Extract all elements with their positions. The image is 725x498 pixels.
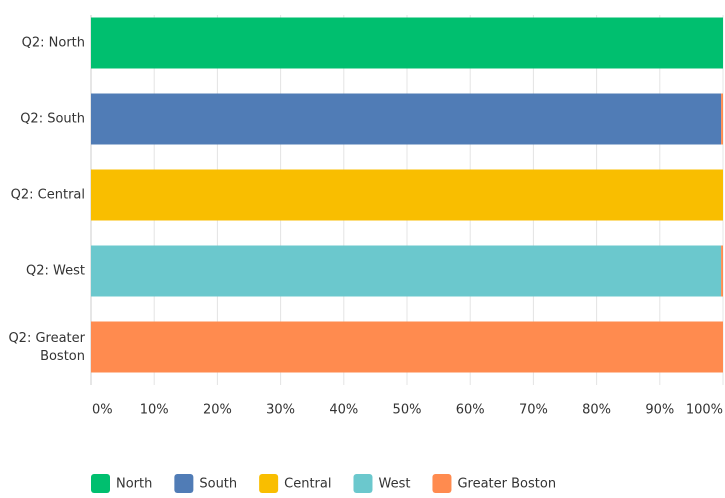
legend-label: Greater Boston [457, 477, 556, 492]
legend-swatch [259, 474, 279, 493]
x-tick-label: 90% [645, 403, 674, 418]
y-tick-label: Q2: South [20, 112, 85, 127]
x-tick-label: 50% [393, 403, 422, 418]
legend-label: Central [284, 477, 331, 492]
x-tick-label: 30% [266, 403, 295, 418]
y-tick-label: Q2: West [26, 264, 85, 279]
legend-swatch [353, 474, 373, 493]
bar [721, 245, 723, 297]
x-tick-label: 0% [92, 403, 113, 418]
x-tick-label: 80% [582, 403, 611, 418]
x-tick-label: 40% [329, 403, 358, 418]
y-tick-label-line: Q2: Greater [8, 331, 85, 346]
x-tick-label: 100% [686, 403, 723, 418]
bar [91, 245, 722, 297]
x-tick-label: 60% [456, 403, 485, 418]
x-tick-label: 10% [140, 403, 169, 418]
bar [91, 169, 723, 221]
legend-swatch [432, 474, 452, 493]
bar [91, 321, 723, 373]
x-tick-label: 70% [519, 403, 548, 418]
bar [91, 93, 722, 145]
legend-swatch [174, 474, 194, 493]
y-tick-label: Q2: Central [11, 188, 85, 203]
bar [721, 93, 723, 145]
y-tick-label-line: Boston [40, 349, 85, 364]
y-tick-label: Q2: Greater Boston [8, 331, 85, 364]
legend-swatch [91, 474, 110, 493]
legend-label: South [199, 477, 237, 492]
bar [91, 17, 723, 69]
legend-label: West [378, 477, 410, 492]
y-tick-label: Q2: North [22, 36, 85, 51]
x-tick-label: 20% [203, 403, 232, 418]
legend-label: North [116, 477, 152, 492]
